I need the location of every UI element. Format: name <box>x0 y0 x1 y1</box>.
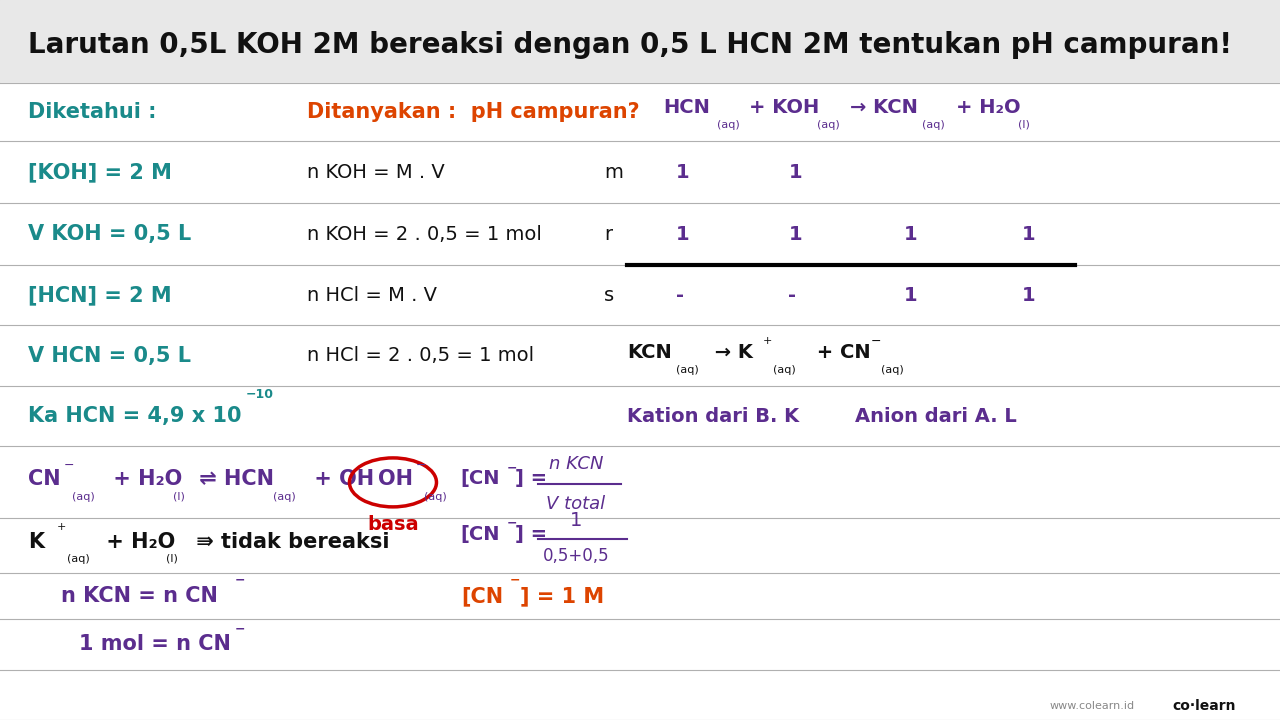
Text: -: - <box>676 286 684 305</box>
Text: [CN: [CN <box>461 526 500 544</box>
Text: n KOH = M . V: n KOH = M . V <box>307 163 445 181</box>
Text: + KOH: + KOH <box>749 98 819 117</box>
Text: ] =: ] = <box>515 469 547 488</box>
Text: Ditanyakan :  pH campuran?: Ditanyakan : pH campuran? <box>307 102 640 122</box>
Text: CN: CN <box>28 469 60 489</box>
Text: m: m <box>604 163 623 181</box>
Text: n KCN = n CN: n KCN = n CN <box>61 586 219 606</box>
Text: basa: basa <box>367 515 419 534</box>
Text: [HCN] = 2 M: [HCN] = 2 M <box>28 285 172 305</box>
Text: HCN: HCN <box>663 98 710 117</box>
Text: (aq): (aq) <box>922 120 945 130</box>
Text: r: r <box>604 225 612 243</box>
Text: 1 mol = n CN: 1 mol = n CN <box>79 634 232 654</box>
Text: +: + <box>763 336 772 346</box>
Text: −: − <box>509 574 520 587</box>
Text: −: − <box>507 462 517 474</box>
Text: (l): (l) <box>166 554 178 564</box>
Text: Larutan 0,5L KOH 2M bereaksi dengan 0,5 L HCN 2M tentukan pH campuran!: Larutan 0,5L KOH 2M bereaksi dengan 0,5 … <box>28 31 1233 58</box>
Text: (l): (l) <box>1018 120 1029 130</box>
Text: (aq): (aq) <box>273 492 296 502</box>
Text: n KOH = 2 . 0,5 = 1 mol: n KOH = 2 . 0,5 = 1 mol <box>307 225 541 243</box>
Text: 1: 1 <box>676 163 690 181</box>
Text: + H₂O: + H₂O <box>99 532 175 552</box>
Text: → KCN: → KCN <box>850 98 918 117</box>
Text: 1: 1 <box>904 225 918 243</box>
Text: KCN: KCN <box>627 343 672 361</box>
Text: K: K <box>28 532 45 552</box>
Text: [CN: [CN <box>461 469 500 488</box>
Text: Diketahui :: Diketahui : <box>28 102 156 122</box>
Text: co·learn: co·learn <box>1172 698 1236 713</box>
Bar <box>0 83 1280 720</box>
Text: (l): (l) <box>173 492 184 502</box>
Text: -: - <box>788 286 796 305</box>
Text: ⇌ HCN: ⇌ HCN <box>192 469 274 489</box>
Text: (aq): (aq) <box>717 120 740 130</box>
Text: (aq): (aq) <box>676 365 699 375</box>
Text: ] =: ] = <box>515 526 547 544</box>
Text: V HCN = 0,5 L: V HCN = 0,5 L <box>28 346 191 366</box>
Text: + H₂O: + H₂O <box>956 98 1020 117</box>
Text: Kation dari B. K: Kation dari B. K <box>627 407 799 426</box>
Text: n HCl = 2 . 0,5 = 1 mol: n HCl = 2 . 0,5 = 1 mol <box>307 346 534 365</box>
Text: −: − <box>234 574 244 587</box>
Text: (aq): (aq) <box>72 492 95 502</box>
Text: 1: 1 <box>788 225 803 243</box>
Text: n KCN: n KCN <box>549 455 603 473</box>
Text: ⇛ tidak bereaksi: ⇛ tidak bereaksi <box>189 532 390 552</box>
Text: + OH: + OH <box>307 469 374 489</box>
Text: → K: → K <box>708 343 753 361</box>
Text: Ka HCN = 4,9 x 10: Ka HCN = 4,9 x 10 <box>28 406 242 426</box>
Text: −: − <box>507 516 517 529</box>
Text: −: − <box>234 622 244 635</box>
Text: −10: −10 <box>246 388 274 401</box>
Text: (aq): (aq) <box>67 554 90 564</box>
Text: Anion dari A. L: Anion dari A. L <box>855 407 1016 426</box>
Text: 1: 1 <box>1021 225 1036 243</box>
Text: −: − <box>64 459 74 472</box>
Bar <box>0 0 1280 83</box>
Text: +: + <box>56 522 65 532</box>
Text: www.colearn.id: www.colearn.id <box>1050 701 1135 711</box>
Text: [KOH] = 2 M: [KOH] = 2 M <box>28 162 172 182</box>
Text: −: − <box>870 335 881 348</box>
Text: V total: V total <box>547 495 605 513</box>
Text: (aq): (aq) <box>773 365 796 375</box>
Text: 1: 1 <box>570 511 582 530</box>
Text: ] = 1 M: ] = 1 M <box>520 586 604 606</box>
Text: V KOH = 0,5 L: V KOH = 0,5 L <box>28 224 192 244</box>
Text: 0,5+0,5: 0,5+0,5 <box>543 547 609 564</box>
Text: (aq): (aq) <box>424 492 447 502</box>
Text: + H₂O: + H₂O <box>106 469 183 489</box>
Text: (aq): (aq) <box>881 365 904 375</box>
Text: [CN: [CN <box>461 586 503 606</box>
Text: 1: 1 <box>904 286 918 305</box>
Text: −: − <box>416 459 426 472</box>
Text: 1: 1 <box>788 163 803 181</box>
Text: 1: 1 <box>1021 286 1036 305</box>
Text: s: s <box>604 286 614 305</box>
Text: n HCl = M . V: n HCl = M . V <box>307 286 438 305</box>
Text: (aq): (aq) <box>817 120 840 130</box>
Text: + CN: + CN <box>810 343 870 361</box>
Text: 1: 1 <box>676 225 690 243</box>
Text: OH: OH <box>378 469 412 489</box>
